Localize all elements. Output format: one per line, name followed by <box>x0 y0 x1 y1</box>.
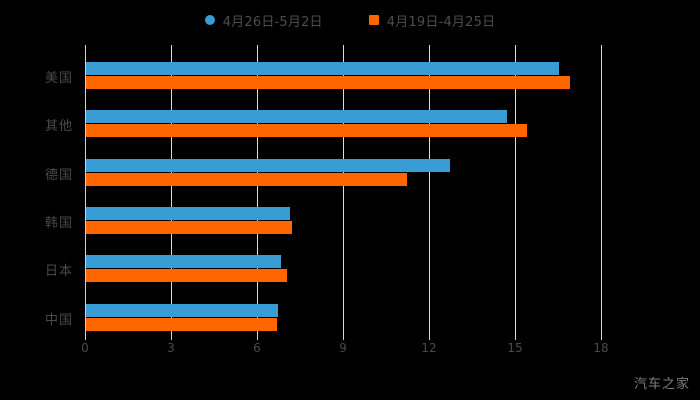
y-axis-label-1: 其他 <box>44 119 73 135</box>
x-tick-label-12: 12 <box>421 341 437 355</box>
x-tick-mark-18 <box>601 335 602 340</box>
legend-item-series-a[interactable]: 4月26日-5月2日 <box>204 11 323 30</box>
y-axis-category-labels: 美国其他德国韩国日本中国 <box>0 45 85 335</box>
bar-group-1 <box>85 110 601 138</box>
legend-label-series-a: 4月26日-5月2日 <box>222 14 323 30</box>
legend-label-series-b: 4月19日-4月25日 <box>386 14 496 30</box>
y-axis-label-0: 美国 <box>44 71 73 86</box>
legend-item-series-b[interactable]: 4月19日-4月25日 <box>368 11 496 30</box>
x-tick-label-15: 15 <box>507 341 523 355</box>
x-tick-mark-6 <box>257 335 258 340</box>
y-axis-label-2: 德国 <box>44 167 73 183</box>
gridline-15 <box>515 45 516 335</box>
plot-area <box>85 45 602 335</box>
x-tick-label-9: 9 <box>339 341 347 355</box>
watermark: 汽车之家 <box>633 377 690 392</box>
gridline-3 <box>171 45 172 335</box>
bar-series-a-2[interactable] <box>86 158 451 172</box>
y-axis-label-4: 日本 <box>44 264 73 280</box>
bar-series-b-2[interactable] <box>86 172 408 186</box>
bar-series-b-1[interactable] <box>86 124 528 138</box>
circle-marker-icon <box>204 15 215 25</box>
bar-group-4 <box>85 255 601 283</box>
x-tick-mark-3 <box>171 335 172 340</box>
x-tick-label-18: 18 <box>593 341 609 355</box>
bar-group-0 <box>85 62 601 90</box>
bar-group-5 <box>85 303 601 332</box>
chart-legend: 4月26日-5月2日 4月19日-4月25日 <box>0 8 700 32</box>
bar-series-a-1[interactable] <box>86 110 508 124</box>
x-tick-label-0: 0 <box>81 341 89 355</box>
x-tick-mark-12 <box>429 335 430 340</box>
x-tick-mark-0 <box>85 335 86 340</box>
gridline-12 <box>429 45 430 335</box>
x-tick-mark-15 <box>515 335 516 340</box>
bar-series-a-0[interactable] <box>86 62 559 75</box>
gridline-18 <box>601 45 602 335</box>
bar-group-3 <box>85 207 601 235</box>
gridline-9 <box>343 45 344 335</box>
gridline-0 <box>85 45 86 335</box>
x-tick-mark-9 <box>343 335 344 340</box>
bar-series-b-5[interactable] <box>86 317 277 331</box>
bar-series-b-4[interactable] <box>86 269 287 283</box>
gridline-6 <box>257 45 258 335</box>
bar-group-2 <box>85 158 601 187</box>
bar-series-a-4[interactable] <box>86 255 281 269</box>
bar-series-a-3[interactable] <box>86 207 290 220</box>
bar-series-b-0[interactable] <box>86 76 571 89</box>
bar-series-a-5[interactable] <box>86 303 279 317</box>
x-tick-label-3: 3 <box>167 341 175 355</box>
x-axis: 0 3 6 9 12 15 18 <box>81 335 609 365</box>
y-axis-label-5: 中国 <box>44 312 73 328</box>
x-tick-label-6: 6 <box>253 341 261 355</box>
dashed-edge-marker <box>601 57 602 97</box>
square-marker-icon <box>368 15 379 25</box>
y-axis-label-3: 韩国 <box>44 216 73 231</box>
bar-series-b-3[interactable] <box>86 221 293 234</box>
